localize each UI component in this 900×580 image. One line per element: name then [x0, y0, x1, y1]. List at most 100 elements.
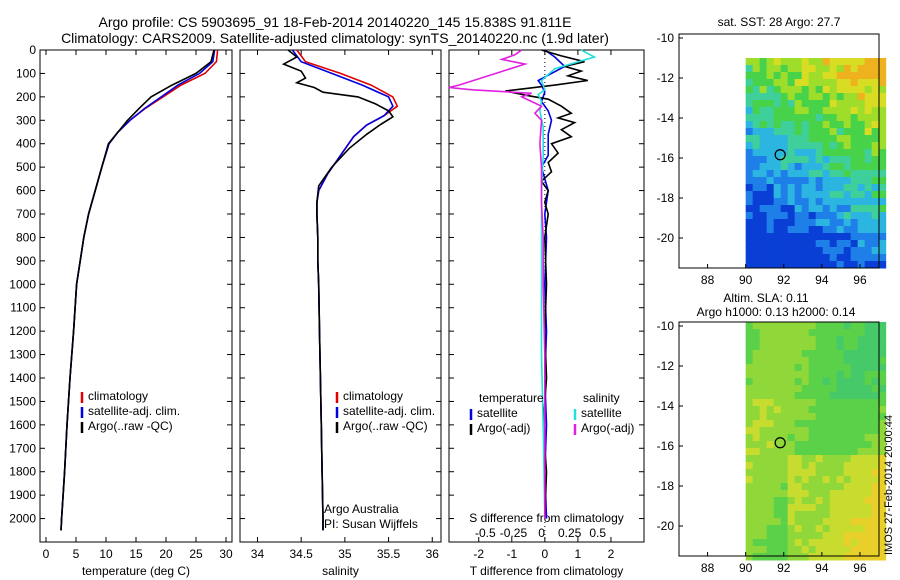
depth-tick-label: 100: [16, 66, 36, 80]
sst-map-cell: [766, 93, 775, 101]
sst-map-cell: [780, 107, 789, 115]
salinity-series-line: [291, 49, 394, 531]
sla-map-cell: [815, 469, 824, 477]
sla-map-cell: [871, 546, 880, 554]
sla-map-cell: [836, 399, 845, 407]
sla-map-cell: [871, 441, 880, 449]
sst-map-cell: [801, 261, 810, 269]
sla-map-cell: [843, 525, 852, 533]
sst-map-cell: [815, 58, 824, 66]
sla-map-cell: [878, 343, 887, 351]
sla-map-xtick-label: 96: [853, 561, 867, 575]
sst-map-cell: [766, 191, 775, 199]
sla-map-cell: [857, 525, 866, 533]
sst-map-cell: [829, 198, 838, 206]
sla-map-cell: [752, 343, 761, 351]
sla-map-cell: [801, 420, 810, 428]
diff-legend-t-label: temperature: [479, 391, 544, 405]
sla-map-cell: [759, 322, 768, 330]
sst-map-cell: [857, 107, 866, 115]
sla-map-cell: [878, 413, 887, 421]
sla-map-cell: [766, 371, 775, 379]
sst-map-xtick-label: 96: [853, 273, 867, 287]
sst-map-cell: [766, 79, 775, 87]
sla-map-cell: [780, 399, 789, 407]
sst-map-cell: [829, 163, 838, 171]
sla-map-cell: [857, 539, 866, 547]
sla-map-cell: [745, 399, 754, 407]
sst-map-cell: [850, 58, 859, 66]
sst-map-cell: [787, 198, 796, 206]
sla-map-cell: [766, 427, 775, 435]
sst-map-cell: [878, 184, 887, 192]
sst-map-cell: [815, 149, 824, 157]
sst-map-cell: [808, 240, 817, 248]
sla-map-cell: [815, 448, 824, 456]
sst-map-cell: [871, 219, 880, 227]
sst-map-cell: [759, 72, 768, 80]
sla-map-cell: [815, 476, 824, 484]
sst-map-cell: [815, 65, 824, 73]
sla-map-cell: [808, 483, 817, 491]
sla-map-cell: [843, 532, 852, 540]
sla-map-cell: [794, 399, 803, 407]
sst-map-cell: [878, 107, 887, 115]
sst-map-cell: [850, 170, 859, 178]
sla-map-cell: [822, 504, 831, 512]
sst-map-cell: [794, 156, 803, 164]
sst-map-cell: [773, 128, 782, 136]
sla-map-cell: [850, 539, 859, 547]
sla-map-cell: [759, 518, 768, 526]
sst-map-cell: [850, 149, 859, 157]
sla-map-cell: [836, 336, 845, 344]
sst-map-cell: [745, 128, 754, 136]
sla-map-cell: [836, 546, 845, 554]
sst-map-cell: [836, 142, 845, 150]
sla-map-cell: [871, 420, 880, 428]
sst-map-cell: [773, 156, 782, 164]
sst-map-cell: [794, 149, 803, 157]
sla-map-ytick-label: -10: [657, 319, 675, 333]
sla-map-cell: [871, 490, 880, 498]
sla-map-cell: [752, 532, 761, 540]
sst-map-cell: [871, 184, 880, 192]
sst-map-cell: [822, 205, 831, 213]
sla-map-cell: [794, 364, 803, 372]
sla-map-cell: [822, 364, 831, 372]
sst-map-cell: [864, 107, 873, 115]
sst-map-cell: [878, 205, 887, 213]
sla-map-cell: [822, 490, 831, 498]
sst-map-cell: [801, 58, 810, 66]
sla-map-cell: [780, 392, 789, 400]
sst-map-ytick-label: -12: [657, 71, 675, 85]
sst-map-cell: [801, 114, 810, 122]
sla-map-cell: [843, 371, 852, 379]
sla-map-cell: [745, 350, 754, 358]
sla-map-cell: [773, 511, 782, 519]
sst-map-cell: [836, 170, 845, 178]
sla-map-cell: [857, 532, 866, 540]
sst-map-cell: [871, 247, 880, 255]
sst-map-cell: [836, 65, 845, 73]
sla-map-cell: [808, 371, 817, 379]
sla-map-cell: [857, 511, 866, 519]
sla-map-cell: [766, 525, 775, 533]
sla-map-xtick-label: 92: [777, 561, 791, 575]
sla-map-cell: [808, 378, 817, 386]
sst-map-cell: [808, 205, 817, 213]
sla-map-cell: [878, 504, 887, 512]
sla-map-cell: [878, 350, 887, 358]
sla-map-cell: [864, 413, 873, 421]
sla-map-cell: [787, 406, 796, 414]
salinity-diff-tick-label: -0.5: [475, 526, 496, 540]
sst-map-cell: [794, 226, 803, 234]
sla-map-cell: [801, 322, 810, 330]
sst-map-cell: [857, 163, 866, 171]
sst-map-cell: [780, 163, 789, 171]
sst-map-cell: [780, 184, 789, 192]
sla-map-cell: [773, 329, 782, 337]
sla-map-cell: [787, 371, 796, 379]
sla-map-cell: [780, 413, 789, 421]
sla-map-cell: [822, 546, 831, 554]
sla-map-cell: [808, 413, 817, 421]
